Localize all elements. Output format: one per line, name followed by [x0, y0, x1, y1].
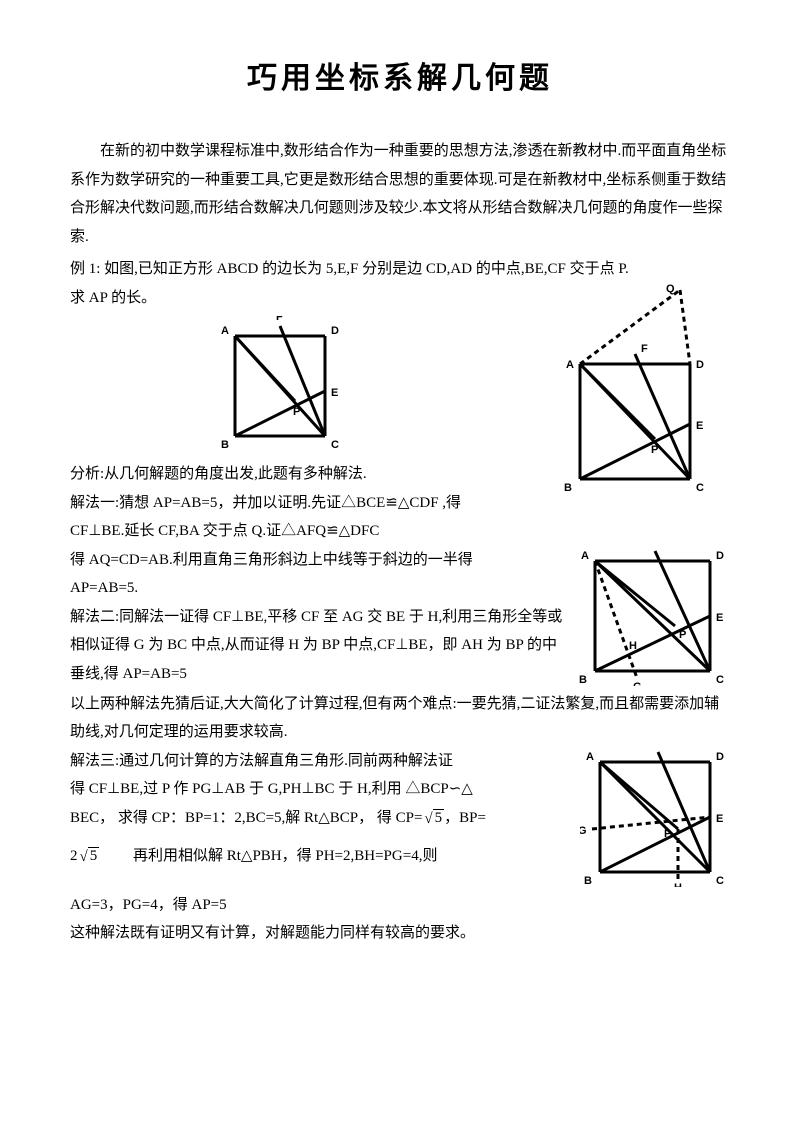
- svg-text:G: G: [633, 681, 642, 686]
- svg-text:D: D: [696, 359, 704, 371]
- svg-text:A: A: [566, 359, 574, 371]
- figure-1: A F D E C B P: [210, 316, 345, 456]
- svg-text:B: B: [579, 674, 587, 686]
- svg-text:H: H: [674, 882, 682, 887]
- sqrt-5-a: 5: [422, 804, 444, 833]
- svg-text:A: A: [586, 751, 594, 763]
- sqrt-5-b: 5: [78, 842, 100, 871]
- figure-3: A F D E C B G H P: [575, 546, 730, 686]
- svg-text:E: E: [716, 813, 723, 825]
- svg-text:F: F: [654, 747, 661, 749]
- svg-text:C: C: [331, 439, 339, 451]
- svg-text:P: P: [679, 629, 686, 641]
- svg-text:E: E: [696, 420, 703, 432]
- svg-text:D: D: [716, 751, 724, 763]
- svg-text:F: F: [651, 546, 658, 548]
- svg-text:C: C: [716, 875, 724, 887]
- svg-text:D: D: [331, 325, 339, 337]
- method-3-line-6: 这种解法既有证明又有计算，对解题能力同样有较高的要求。: [70, 919, 730, 948]
- svg-text:E: E: [331, 387, 338, 399]
- svg-text:P: P: [651, 444, 658, 456]
- example-1-statement: 例 1: 如图,已知正方形 ABCD 的边长为 5,E,F 分别是边 CD,AD…: [70, 255, 730, 284]
- figure-4: A F D E C B G H P: [580, 747, 730, 887]
- svg-text:C: C: [716, 674, 724, 686]
- method-3-line-5: AG=3，PG=4，得 AP=5: [70, 891, 730, 920]
- svg-text:F: F: [276, 316, 283, 323]
- figure-2: Q A F D E C B P: [560, 284, 730, 504]
- text: 2: [70, 848, 78, 864]
- text: BEC， 求得 CP：BP=1：2,BC=5,解 Rt△BCP， 得 CP=: [70, 810, 422, 826]
- svg-text:B: B: [564, 482, 572, 494]
- svg-text:B: B: [221, 439, 229, 451]
- text: 再利用相似解 Rt△PBH，得 PH=2,BH=PG=4,则: [129, 848, 437, 864]
- svg-text:H: H: [629, 640, 637, 652]
- svg-text:D: D: [716, 550, 724, 562]
- svg-text:A: A: [221, 325, 229, 337]
- svg-text:G: G: [580, 825, 587, 837]
- svg-text:Q: Q: [666, 284, 675, 295]
- svg-text:A: A: [581, 550, 589, 562]
- svg-text:P: P: [293, 406, 300, 418]
- page-title: 巧用坐标系解几何题: [70, 50, 730, 107]
- svg-text:B: B: [584, 875, 592, 887]
- text: ，BP=: [444, 810, 486, 826]
- svg-text:E: E: [716, 612, 723, 624]
- svg-text:P: P: [664, 828, 671, 840]
- method-2-line-2: 以上两种解法先猜后证,大大简化了计算过程,但有两个难点:一要先猜,二证法繁复,而…: [70, 690, 730, 747]
- svg-text:C: C: [696, 482, 704, 494]
- method-1-line-2: CF⊥BE.延长 CF,BA 交于点 Q.证△AFQ≌△DFC: [70, 517, 730, 546]
- svg-text:F: F: [641, 343, 648, 355]
- intro: 在新的初中数学课程标准中,数形结合作为一种重要的思想方法,渗透在新教材中.而平面…: [70, 137, 730, 251]
